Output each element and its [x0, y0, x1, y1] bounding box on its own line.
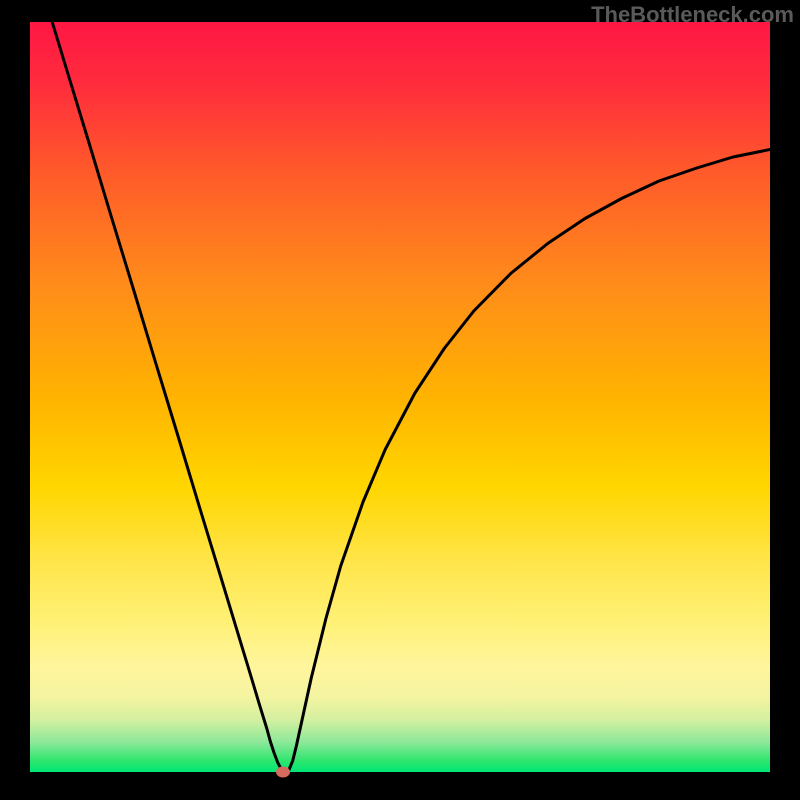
curve-svg — [30, 22, 770, 772]
optimal-point-marker — [276, 767, 290, 778]
plot-area — [30, 22, 770, 772]
watermark-text: TheBottleneck.com — [591, 2, 794, 28]
gradient-background — [30, 22, 770, 772]
bottleneck-chart: TheBottleneck.com — [0, 0, 800, 800]
